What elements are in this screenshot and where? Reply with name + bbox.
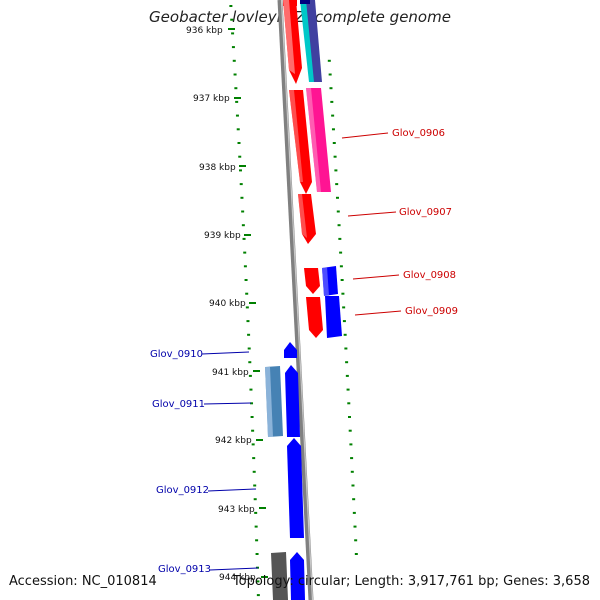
map-title: Geobacter lovleyi SZ, complete genome (149, 8, 451, 26)
forward-gene-labels: Glov_0906 Glov_0907 Glov_0908 Glov_0909 (341, 128, 458, 317)
genome-summary-text: Topology: circular; Length: 3,917,761 bp… (232, 574, 590, 589)
gene-forward-shade (298, 194, 307, 238)
gene-reverse[interactable] (290, 552, 305, 600)
label-connector (354, 310, 402, 316)
gene-reverse-shade (265, 367, 273, 437)
gene-label-forward[interactable]: Glov_0907 (399, 207, 452, 218)
gene-reverse[interactable] (284, 342, 297, 358)
scale-label: 941 kbp (212, 368, 249, 378)
gene-reverse-shade (322, 267, 329, 296)
outer-tick-ring (327, 59, 358, 555)
gene-reverse[interactable] (325, 296, 342, 338)
label-connector (201, 351, 250, 355)
gene-label-reverse[interactable]: Glov_0912 (156, 485, 209, 496)
gene-forward-shade (283, 0, 295, 74)
forward-strand-genes (283, 0, 331, 338)
scale-label: 944 kbp (219, 573, 256, 583)
gene-label-reverse[interactable]: Glov_0910 (150, 349, 203, 360)
scale-ticks (228, 28, 268, 578)
gene-reverse[interactable] (287, 438, 304, 538)
gene-forward[interactable] (300, 0, 310, 4)
label-connector (352, 274, 400, 280)
gene-reverse[interactable] (271, 552, 288, 600)
gene-label-reverse[interactable]: Glov_0911 (152, 399, 205, 410)
label-connector (347, 211, 397, 217)
label-connector (203, 402, 252, 405)
gene-forward[interactable] (306, 0, 322, 82)
scale-label: 940 kbp (209, 299, 246, 309)
scale-label: 936 kbp (186, 26, 223, 36)
gene-label-forward[interactable]: Glov_0906 (392, 128, 445, 139)
gene-forward[interactable] (304, 268, 320, 294)
gene-forward[interactable] (306, 297, 323, 338)
gene-label-forward[interactable]: Glov_0908 (403, 270, 456, 281)
label-connector (341, 132, 389, 139)
gene-forward[interactable] (300, 0, 315, 82)
genome-backbone-highlight (280, 0, 314, 600)
scale-label: 937 kbp (193, 94, 230, 104)
label-connector (209, 567, 259, 571)
scale-label: 942 kbp (215, 436, 252, 446)
scale-label: 938 kbp (199, 163, 236, 173)
gene-forward-shade (306, 88, 321, 192)
gene-label-forward[interactable]: Glov_0909 (405, 306, 458, 317)
scale-label: 939 kbp (204, 231, 241, 241)
reverse-strand-genes (265, 266, 342, 600)
reverse-gene-labels: Glov_0910 Glov_0911 Glov_0912 Glov_0913 (150, 349, 259, 575)
genome-backbone (277, 0, 314, 600)
scale-labels: 936 kbp 937 kbp 938 kbp 939 kbp 940 kbp … (186, 26, 256, 583)
gene-reverse[interactable] (285, 365, 300, 437)
gene-label-reverse[interactable]: Glov_0913 (158, 564, 211, 575)
inner-tick-ring (229, 5, 260, 597)
scale-label: 943 kbp (218, 505, 255, 515)
gene-forward-shade (289, 90, 303, 182)
accession-text: Accession: NC_010814 (9, 574, 157, 589)
label-connector (207, 488, 257, 492)
